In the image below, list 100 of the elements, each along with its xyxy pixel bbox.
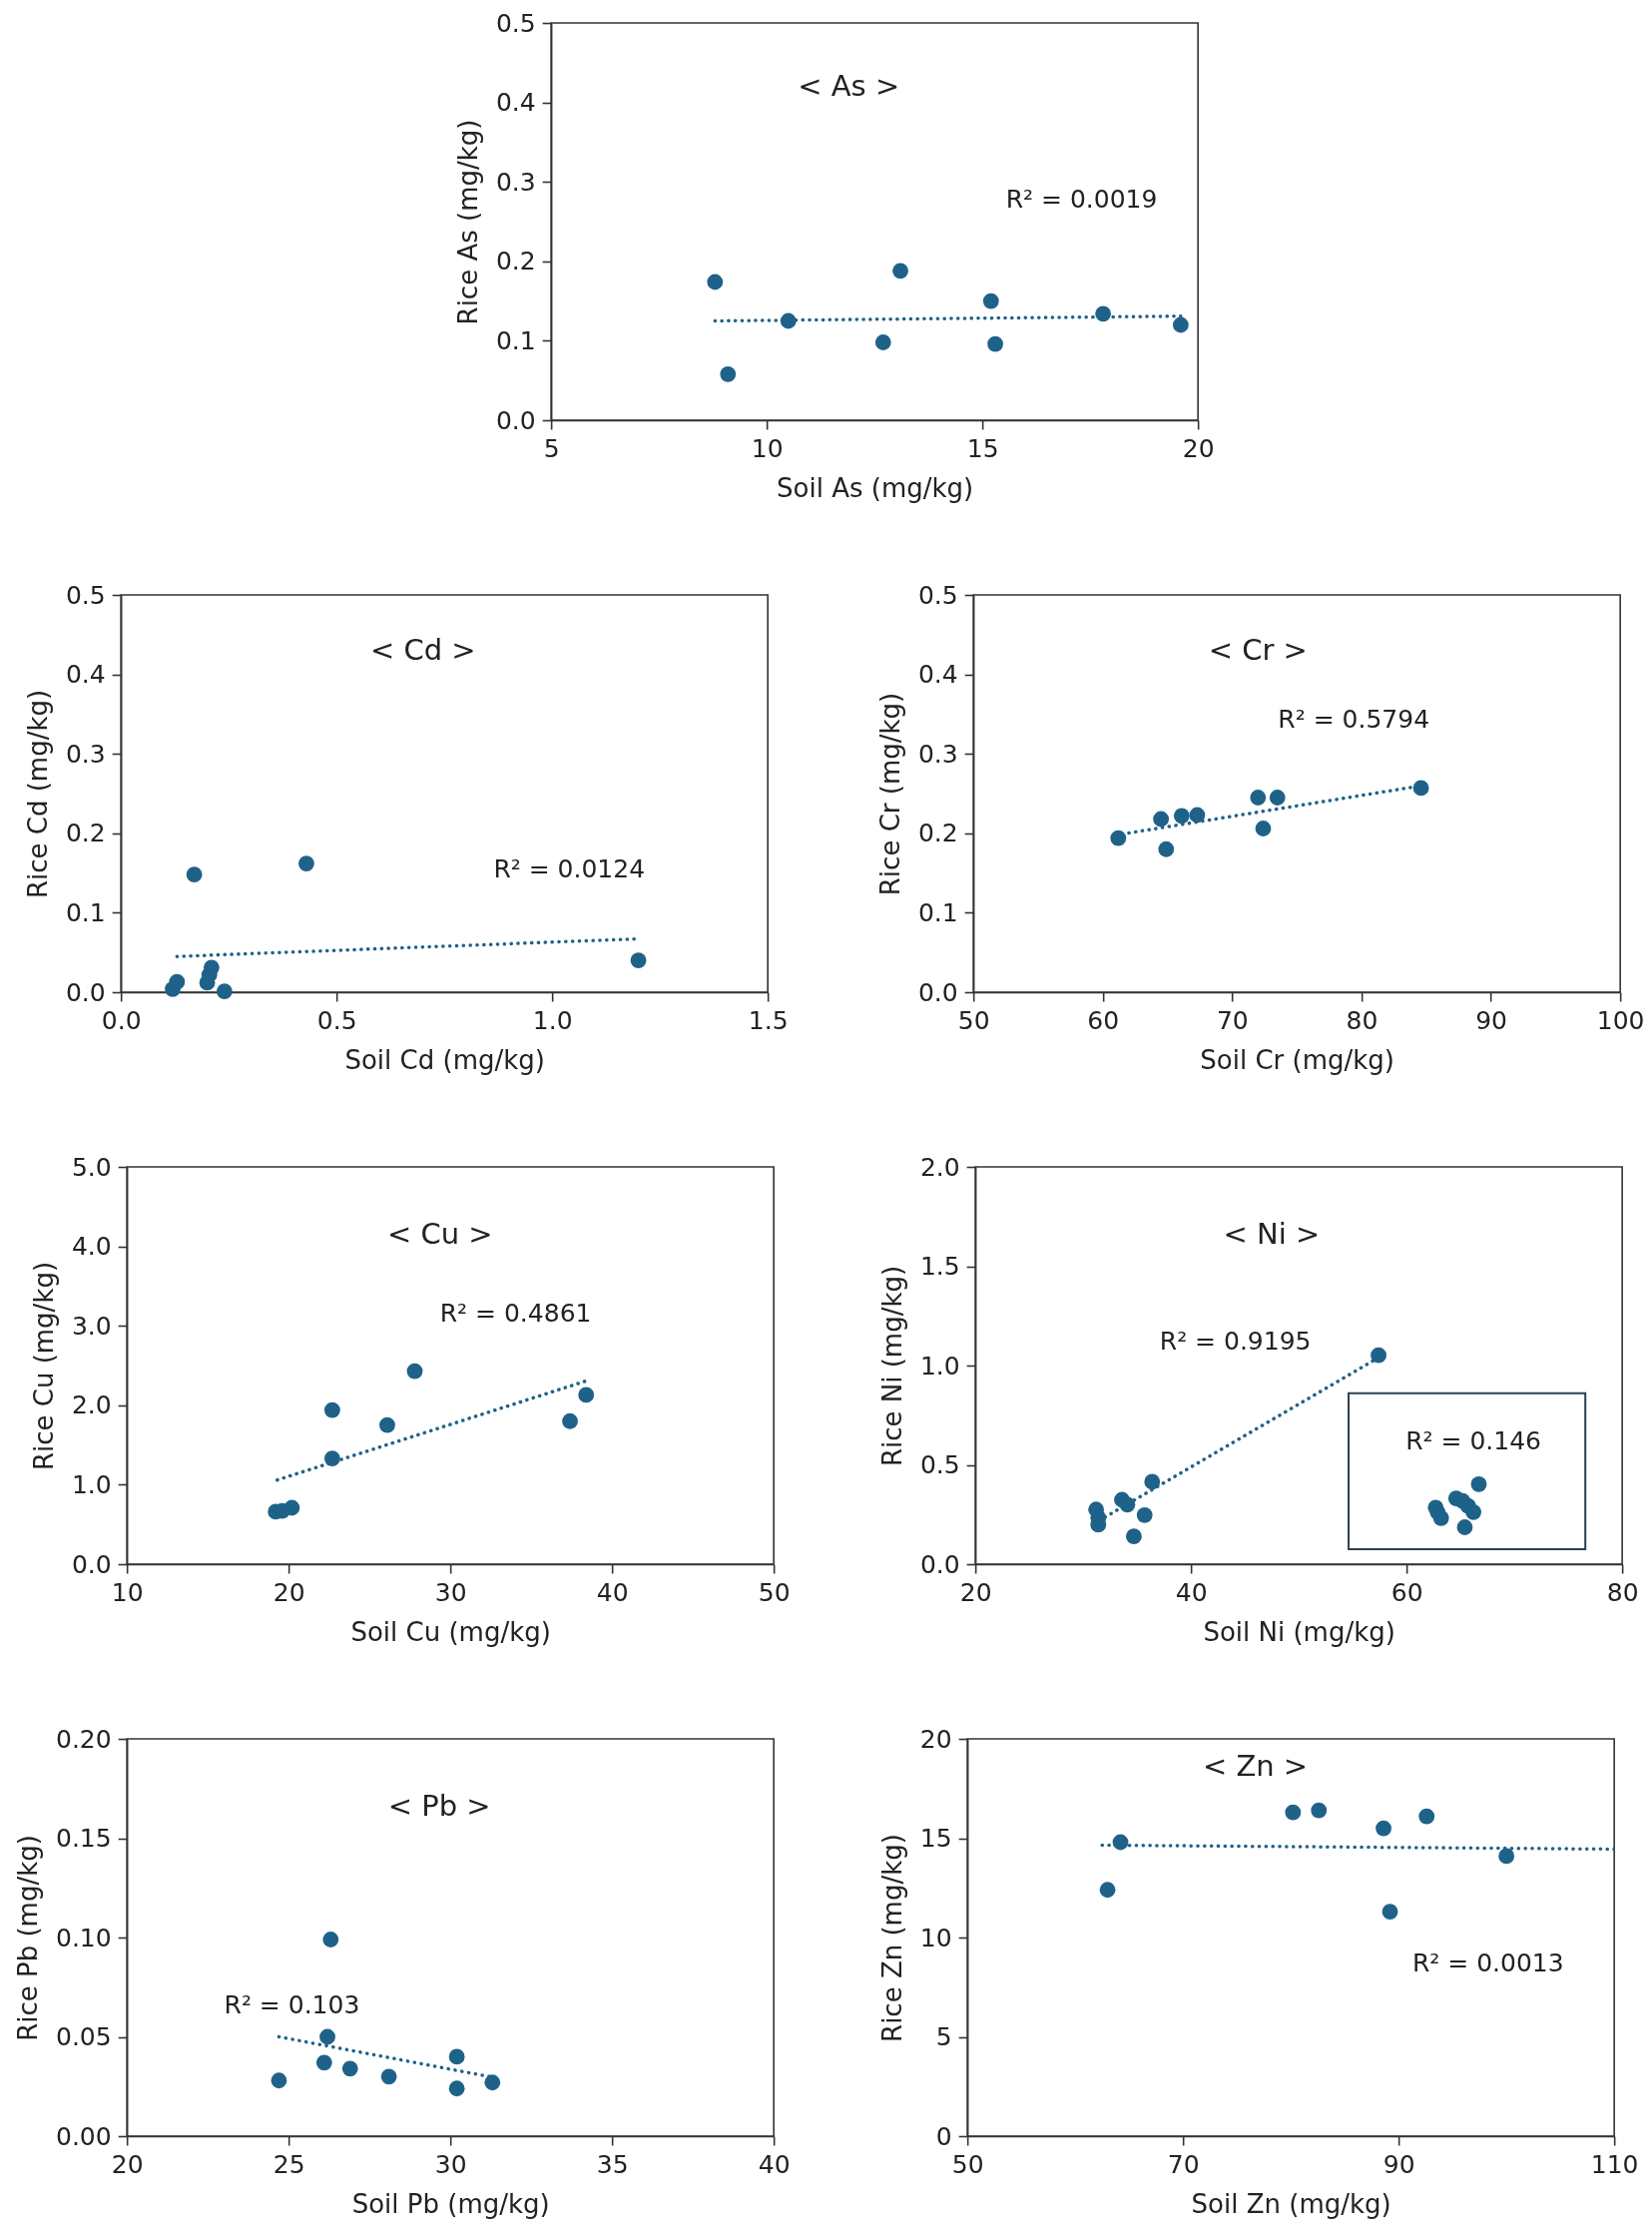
y-tick-label: 0.5 <box>917 580 958 610</box>
y-tick-label: 0.2 <box>65 819 106 848</box>
y-tick-label: 0.2 <box>495 247 536 277</box>
text: < As > <box>798 68 900 103</box>
y-tick-label: 0.20 <box>56 1724 112 1754</box>
x-axis-title: Soil Pb (mg/kg) <box>351 2188 550 2219</box>
x-tick-label: 70 <box>1216 1005 1249 1035</box>
x-tick-label: 20 <box>273 1577 305 1607</box>
x-tick-label: 110 <box>1590 2149 1639 2179</box>
x-axis-title: Soil Zn (mg/kg) <box>1191 2188 1391 2219</box>
y-tick-label: 0.3 <box>65 739 106 769</box>
y-axis-title: Rice Ni (mg/kg) <box>876 1265 907 1467</box>
x-tick-label: 0.0 <box>101 1005 142 1035</box>
annotation: R² = 0.9195 <box>1159 1327 1312 1357</box>
x-tick-label: 40 <box>758 2149 791 2179</box>
y-tick-label: 0.1 <box>917 897 958 927</box>
y-tick-label: 20 <box>919 1724 952 1754</box>
y-tick-label: 0.5 <box>495 8 536 38</box>
y-tick-label: 0.1 <box>65 897 106 927</box>
y-tick-label: 15 <box>919 1824 952 1853</box>
x-tick-label: 30 <box>434 2149 467 2179</box>
y-axis-title: Rice Cd (mg/kg) <box>22 689 53 899</box>
y-tick-label: 0.0 <box>917 977 958 1007</box>
annotation: R² = 0.5794 <box>1278 704 1430 734</box>
y-tick-label: 1.5 <box>919 1252 960 1281</box>
text: < Pb > <box>387 1788 491 1823</box>
x-tick-label: 10 <box>111 1577 144 1607</box>
x-tick-label: 40 <box>1175 1577 1208 1607</box>
y-tick-label: 10 <box>919 1923 952 1952</box>
x-tick-label: 60 <box>1087 1005 1120 1035</box>
x-tick-label: 50 <box>758 1577 791 1607</box>
x-tick-label: 20 <box>111 2149 144 2179</box>
y-tick-label: 4.0 <box>71 1232 112 1262</box>
y-tick-label: 0.2 <box>917 819 958 848</box>
x-tick-label: 60 <box>1390 1577 1423 1607</box>
x-axis-title: Soil Ni (mg/kg) <box>1203 1616 1395 1647</box>
x-tick-label: 35 <box>596 2149 629 2179</box>
x-tick-label: 5 <box>543 433 560 463</box>
x-tick-label: 70 <box>1167 2149 1200 2179</box>
y-tick-label: 0.15 <box>56 1824 112 1853</box>
x-tick-label: 90 <box>1475 1005 1507 1035</box>
annotation: R² = 0.0124 <box>493 853 646 883</box>
y-tick-label: 0.0 <box>919 1549 960 1579</box>
y-tick-label: 0.5 <box>919 1450 960 1479</box>
x-tick-label: 50 <box>951 2149 984 2179</box>
y-tick-label: 0.3 <box>495 167 536 197</box>
text: < Ni > <box>1223 1216 1321 1251</box>
y-axis-title: Rice As (mg/kg) <box>452 119 483 325</box>
y-tick-label: 0 <box>935 2121 952 2151</box>
annotation: R² = 0.0019 <box>1005 185 1158 215</box>
x-tick-label: 15 <box>966 433 999 463</box>
y-tick-label: 3.0 <box>71 1311 112 1341</box>
x-tick-label: 20 <box>959 1577 992 1607</box>
y-tick-label: 2.0 <box>71 1391 112 1420</box>
x-tick-label: 90 <box>1382 2149 1415 2179</box>
y-tick-label: 2.0 <box>919 1152 960 1182</box>
x-tick-label: 80 <box>1346 1005 1378 1035</box>
y-tick-label: 0.0 <box>71 1549 112 1579</box>
x-axis-title: Soil As (mg/kg) <box>777 472 974 503</box>
x-tick-label: 80 <box>1606 1577 1639 1607</box>
x-tick-label: 20 <box>1182 433 1215 463</box>
annotation: R² = 0.146 <box>1405 1425 1542 1455</box>
chart-title: < Zn > <box>1202 1748 1309 1783</box>
x-tick-label: 1.5 <box>748 1005 789 1035</box>
text: < Cd > <box>369 632 476 667</box>
annotation: R² = 0.103 <box>224 1989 360 2019</box>
x-tick-label: 10 <box>751 433 784 463</box>
x-tick-label: 40 <box>596 1577 629 1607</box>
y-tick-label: 0.10 <box>56 1923 112 1952</box>
annotation: R² = 0.0013 <box>1411 1947 1564 1977</box>
y-tick-label: 0.0 <box>65 977 106 1007</box>
x-tick-label: 1.0 <box>532 1005 573 1035</box>
x-axis-title: Soil Cd (mg/kg) <box>344 1044 545 1075</box>
y-tick-label: 0.3 <box>917 739 958 769</box>
text: < Cu > <box>386 1216 493 1251</box>
x-tick-label: 30 <box>434 1577 467 1607</box>
y-tick-label: 0.00 <box>56 2121 112 2151</box>
x-tick-label: 25 <box>273 2149 305 2179</box>
text: < Cr > <box>1208 632 1308 667</box>
y-axis-title: Rice Pb (mg/kg) <box>13 1835 44 2041</box>
annotation: R² = 0.4861 <box>439 1299 592 1329</box>
y-tick-label: 0.4 <box>917 660 958 690</box>
y-tick-label: 0.5 <box>65 580 106 610</box>
y-axis-title: Rice Cr (mg/kg) <box>874 692 905 896</box>
y-tick-label: 5.0 <box>71 1152 112 1182</box>
x-tick-label: 50 <box>957 1005 990 1035</box>
x-axis-title: Soil Cu (mg/kg) <box>350 1616 551 1647</box>
y-tick-label: 0.4 <box>65 660 106 690</box>
y-tick-label: 0.05 <box>56 2022 112 2051</box>
y-axis-title: Rice Cu (mg/kg) <box>28 1261 59 1471</box>
y-tick-label: 5 <box>935 2022 952 2051</box>
y-axis-title: Rice Zn (mg/kg) <box>876 1834 907 2042</box>
y-tick-label: 1.0 <box>919 1351 960 1381</box>
x-axis-title: Soil Cr (mg/kg) <box>1200 1044 1395 1075</box>
y-tick-label: 0.4 <box>495 88 536 118</box>
x-tick-label: 0.5 <box>316 1005 357 1035</box>
x-tick-label: 100 <box>1596 1005 1645 1035</box>
y-tick-label: 0.1 <box>495 325 536 355</box>
y-tick-label: 1.0 <box>71 1469 112 1499</box>
y-tick-label: 0.0 <box>495 405 536 435</box>
